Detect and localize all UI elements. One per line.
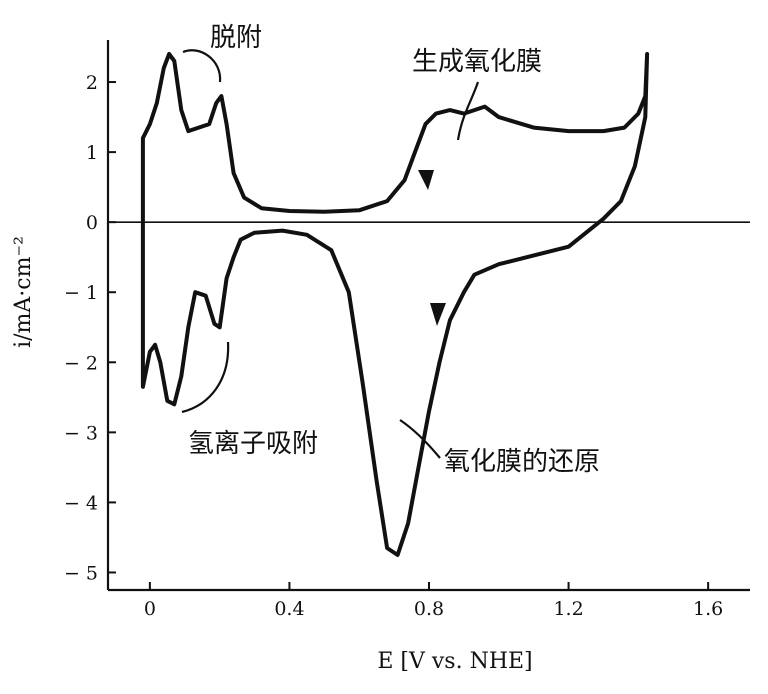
y-tick-label: − 2 [64,352,98,374]
y-tick-label: 1 [86,142,98,164]
y-ticks: 2 1 0 − 1 − 2 − 3 − 4 − 5 [64,72,116,584]
leader-oxide-reduction [399,419,441,459]
annotation-desorption: 脱附 [210,23,262,53]
y-tick-label: − 3 [64,422,98,444]
series-layer [140,52,650,557]
x-tick-label: 1.2 [553,598,583,620]
leader-hydrogen-adsorption [181,341,230,414]
annotation-oxide-formation: 生成氧化膜 [412,47,542,77]
arrow-cathodic-icon [430,303,446,326]
y-tick-label: − 4 [64,492,98,514]
axis-titles: E [V vs. NHE] i/mA·cm⁻² [11,236,533,674]
x-tick-label: 0 [144,598,156,620]
annotation-oxide-reduction: 氧化膜的还原 [444,447,600,477]
annotation-hydrogen-adsorption: 氢离子吸附 [188,429,318,459]
x-axis-label: E [V vs. NHE] [377,649,532,674]
y-axis-label: i/mA·cm⁻² [11,236,36,348]
annotations: 脱附 生成氧化膜 氢离子吸附 氧化膜的还原 [181,23,600,477]
y-tick-label: − 1 [64,282,98,304]
x-tick-label: 0.8 [414,598,444,620]
x-tick-label: 0.4 [274,598,304,620]
cv-curve [140,52,650,557]
leader-desorption [182,49,222,83]
x-ticks: 0 0.4 0.8 1.2 1.6 [144,582,723,620]
y-tick-label: − 5 [64,562,98,584]
leader-oxide-formation [456,81,480,141]
x-tick-label: 1.6 [693,598,723,620]
arrow-anodic-icon [418,170,434,190]
y-tick-label: 0 [86,212,98,234]
y-tick-label: 2 [86,72,98,94]
